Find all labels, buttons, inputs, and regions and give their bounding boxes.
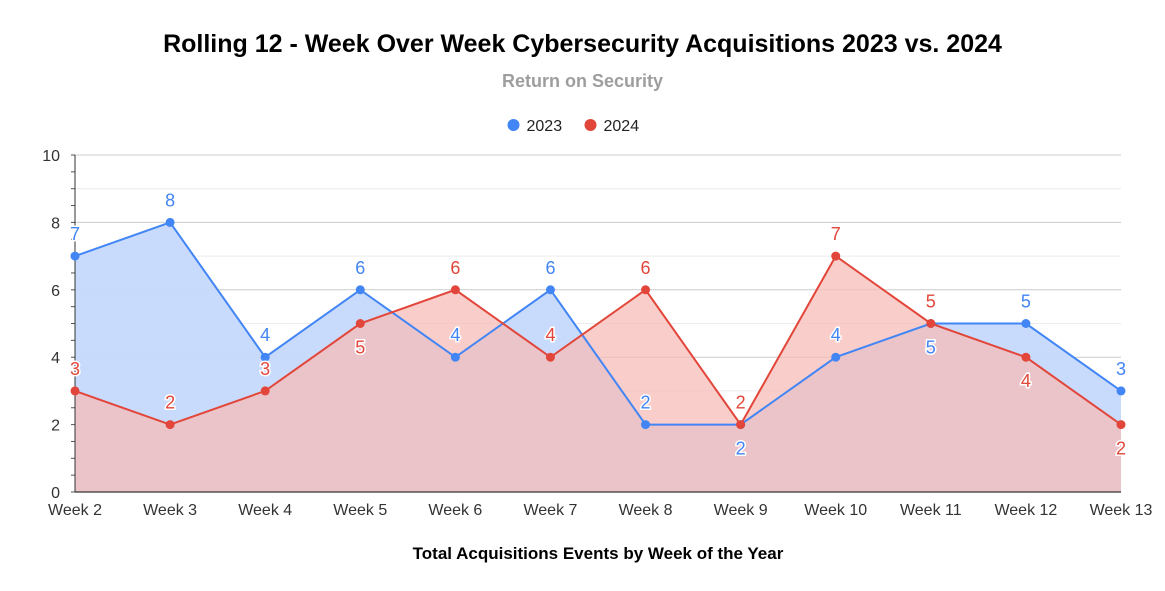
x-tick-label: Week 7 [523,502,577,519]
data-label-2024: 2 [736,393,746,413]
y-tick-label: 2 [51,418,60,435]
data-label-2023: 4 [450,325,460,345]
point-2023 [70,251,80,261]
data-label-2024: 2 [165,393,175,413]
point-2024 [736,420,746,430]
point-2023 [165,217,175,227]
point-2024 [641,285,651,295]
point-2024 [926,319,936,328]
point-2023 [260,352,270,362]
x-tick-label: Week 11 [900,502,962,519]
chart-title: Rolling 12 - Week Over Week Cybersecurit… [163,30,1002,58]
data-label-2024: 4 [1021,371,1031,391]
data-label-2024: 4 [545,325,555,345]
point-2024 [70,386,80,396]
data-label-2024: 6 [450,258,460,278]
y-tick-label: 0 [51,485,60,502]
data-label-2023: 7 [70,224,80,244]
data-label-2024: 7 [831,224,841,244]
x-axis-title: Total Acquisitions Events by Week of the… [413,544,784,563]
point-2024 [165,420,175,430]
y-tick-label: 4 [51,350,60,367]
x-tick-label: Week 6 [428,502,482,519]
data-labels: 7 8 4 6 4 6 2 2 4 5 5 3 3 2 3 5 6 4 6 2 7 5 4 2 [68,189,1127,460]
point-2024 [1021,352,1031,362]
point-2024 [545,352,555,362]
point-2023 [450,352,460,362]
x-tick-label: Week 12 [994,502,1057,519]
x-tick-label: Week 8 [619,502,673,519]
x-tick-label: Week 13 [1090,502,1153,519]
data-label-2024: 5 [355,338,365,358]
legend-marker-2023 [507,119,520,131]
point-2023 [1021,319,1031,328]
data-label-2024: 5 [926,292,936,312]
x-tick-label: Week 10 [804,502,867,519]
point-2023 [1116,386,1126,396]
data-label-2023: 2 [736,439,746,459]
area-2024 [75,256,1121,492]
legend-item-2024[interactable]: 2024 [584,118,640,135]
axes: 0 2 4 6 8 10 Week 2 Week 3 Week 4 Week 5 Week 6 Wee… [42,148,1152,519]
data-label-2023: 4 [831,325,841,345]
data-label-2023: 8 [165,190,175,210]
point-2023 [831,352,841,362]
data-label-2024: 3 [260,359,270,379]
point-2024 [450,285,460,295]
data-label-2023: 5 [926,338,936,358]
point-2024 [831,251,841,261]
data-label-2023: 4 [260,325,270,345]
x-tick-label: Week 4 [238,502,292,519]
legend[interactable]: 2023 2024 [507,118,640,135]
x-tick-label: Week 5 [333,502,387,519]
data-label-2023: 6 [545,258,555,278]
y-tick-label: 6 [51,283,60,300]
point-2023 [355,285,365,295]
data-label-2023: 2 [641,393,651,413]
data-label-2023: 5 [1021,292,1031,312]
x-tick-label: Week 3 [143,502,197,519]
data-label-2024: 2 [1116,439,1126,459]
legend-item-2023[interactable]: 2023 [507,118,563,135]
point-2023 [545,285,555,295]
y-tick-label: 8 [51,215,60,232]
line-2023 [74,221,1122,426]
point-2024 [260,386,270,396]
legend-marker-2024 [584,119,597,131]
data-label-2023: 6 [355,258,365,278]
y-tick-label: 10 [42,148,60,165]
data-label-2024: 6 [641,258,651,278]
point-2023 [641,420,651,430]
legend-label-2023: 2023 [527,118,563,135]
data-label-2024: 3 [70,359,80,379]
x-tick-label: Week 2 [48,502,102,519]
x-tick-label: Week 9 [714,502,768,519]
chart-subtitle: Return on Security [501,71,664,91]
data-label-2023: 3 [1116,359,1126,379]
series-lines [70,217,1126,430]
legend-label-2024: 2024 [604,118,640,135]
line-2024 [74,254,1122,427]
point-2024 [1116,420,1126,430]
point-2024 [355,319,365,328]
